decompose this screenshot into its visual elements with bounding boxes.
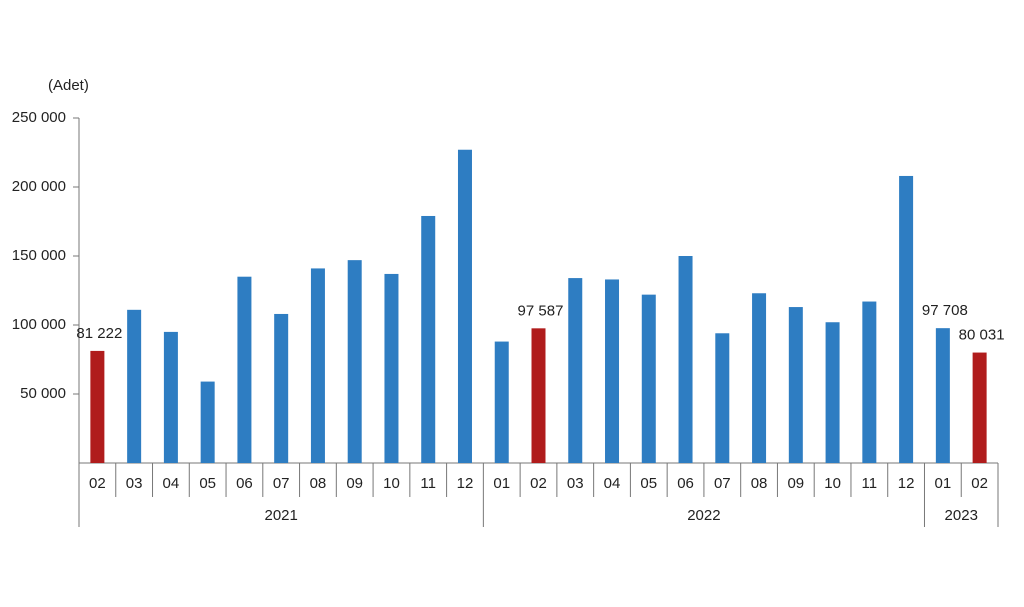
bar [90, 350, 105, 463]
bar [752, 293, 767, 463]
x-tick-label: 04 [163, 475, 180, 492]
x-tick-label: 11 [420, 475, 436, 492]
y-tick-label: 50 000 [20, 385, 66, 402]
x-tick-label: 04 [604, 475, 621, 492]
bar [347, 260, 362, 463]
bar [899, 175, 914, 463]
bar [825, 322, 840, 463]
x-tick-label: 08 [751, 475, 768, 492]
x-tick-label: 07 [714, 475, 731, 492]
bar [457, 149, 472, 464]
x-tick-label: 11 [862, 475, 878, 492]
x-tick-label: 01 [493, 475, 510, 492]
bar [568, 278, 583, 463]
bar [935, 328, 950, 463]
group-label: 2022 [687, 507, 720, 524]
x-tick-label: 03 [567, 475, 584, 492]
bar [605, 279, 620, 463]
bar [678, 256, 693, 463]
y-tick-label: 200 000 [12, 178, 66, 195]
x-tick-label: 07 [273, 475, 290, 492]
bar [200, 381, 215, 463]
bar [641, 294, 656, 463]
x-tick-label: 02 [530, 475, 547, 492]
x-tick-label: 12 [898, 475, 915, 492]
bar [384, 273, 399, 463]
x-tick-label: 02 [89, 475, 106, 492]
x-tick-label: 09 [787, 475, 804, 492]
group-label: 2021 [264, 507, 297, 524]
bar [788, 307, 803, 463]
bar [715, 333, 730, 463]
value-label: 97 708 [922, 302, 968, 319]
bar [421, 215, 436, 463]
x-tick-label: 10 [824, 475, 841, 492]
value-label: 80 031 [959, 327, 1005, 344]
x-tick-label: 10 [383, 475, 400, 492]
x-tick-label: 05 [199, 475, 216, 492]
group-label: 2023 [945, 507, 978, 524]
bar [862, 301, 877, 463]
value-label: 97 587 [518, 302, 564, 319]
y-tick-label: 250 000 [12, 109, 66, 126]
bar [531, 328, 546, 463]
y-tick-label: 100 000 [12, 316, 66, 333]
x-tick-label: 09 [346, 475, 363, 492]
x-tick-label: 05 [640, 475, 657, 492]
value-label: 81 222 [76, 325, 122, 342]
bar [127, 309, 142, 463]
x-tick-label: 06 [677, 475, 694, 492]
bar [310, 268, 325, 463]
bar [972, 352, 987, 463]
bar [163, 331, 178, 463]
x-tick-label: 01 [935, 475, 952, 492]
bar [237, 276, 252, 463]
x-tick-label: 06 [236, 475, 253, 492]
y-axis-label: (Adet) [48, 77, 89, 94]
bar [494, 341, 509, 463]
x-tick-label: 12 [457, 475, 474, 492]
y-tick-label: 150 000 [12, 247, 66, 264]
x-tick-label: 02 [971, 475, 988, 492]
bar [274, 313, 289, 463]
x-tick-label: 08 [310, 475, 327, 492]
x-tick-label: 03 [126, 475, 143, 492]
